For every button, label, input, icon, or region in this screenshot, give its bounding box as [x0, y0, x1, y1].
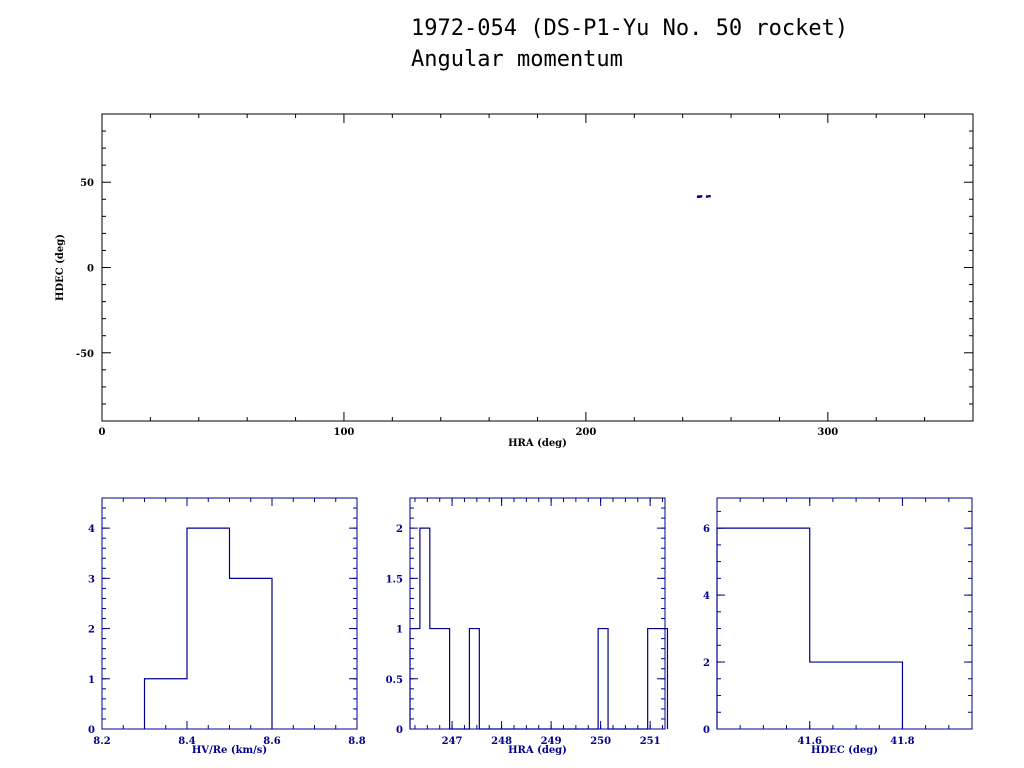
y-tick-label: 1	[396, 625, 403, 636]
x-tick-label: 248	[491, 736, 512, 747]
y-tick-label: 0	[396, 725, 403, 736]
x-tick-label: 8.8	[348, 736, 365, 747]
main-plot-frame	[101, 113, 974, 422]
x-axis-label: HRA (deg)	[508, 745, 567, 756]
hist-bars	[409, 527, 669, 730]
x-tick-label: 300	[817, 427, 838, 438]
y-tick-label: 2	[396, 524, 403, 535]
chart-title: 1972-054 (DS-P1-Yu No. 50 rocket)	[411, 16, 849, 41]
hist-frame	[716, 497, 973, 730]
x-tick-label: 0	[99, 427, 106, 438]
y-tick-label: 0	[703, 725, 710, 736]
x-tick-label: 41.6	[798, 736, 822, 747]
data-point	[698, 195, 701, 198]
y-tick-label: 0.5	[386, 675, 403, 686]
x-tick-label: 200	[575, 427, 596, 438]
data-point	[705, 195, 709, 198]
x-tick-label: 8.2	[93, 736, 110, 747]
y-tick-label: 4	[88, 524, 95, 535]
y-tick-label: 6	[703, 524, 710, 535]
y-tick-label: 4	[703, 591, 710, 602]
x-tick-label: 41.8	[890, 736, 914, 747]
x-tick-label: 100	[334, 427, 355, 438]
x-axis-label: HV/Re (km/s)	[192, 745, 267, 756]
y-tick-label: 3	[88, 574, 95, 585]
y-tick-label: 0	[88, 725, 95, 736]
hist-frame	[409, 497, 666, 730]
x-tick-label: 249	[541, 736, 562, 747]
x-tick-label: 8.6	[263, 736, 280, 747]
x-tick-label: 251	[640, 736, 661, 747]
x-tick-label: 8.4	[178, 736, 195, 747]
x-tick-label: 250	[590, 736, 611, 747]
y-axis-label: HDEC (deg)	[55, 234, 66, 301]
y-tick-label: 1.5	[386, 574, 403, 585]
y-tick-label: -50	[76, 349, 94, 360]
data-point	[699, 195, 703, 198]
y-tick-label: 0	[87, 264, 94, 275]
x-axis-label: HDEC (deg)	[811, 745, 878, 756]
y-tick-label: 1	[88, 675, 95, 686]
y-tick-label: 2	[703, 658, 710, 669]
y-tick-label: 50	[80, 178, 94, 189]
x-axis-label: HRA (deg)	[508, 438, 567, 449]
y-tick-label: 2	[88, 625, 95, 636]
x-tick-label: 247	[442, 736, 463, 747]
hist-bars	[143, 527, 273, 729]
chart-subtitle: Angular momentum	[411, 47, 623, 72]
data-point	[696, 195, 700, 198]
hist-bars	[716, 527, 904, 729]
data-point	[708, 195, 711, 198]
